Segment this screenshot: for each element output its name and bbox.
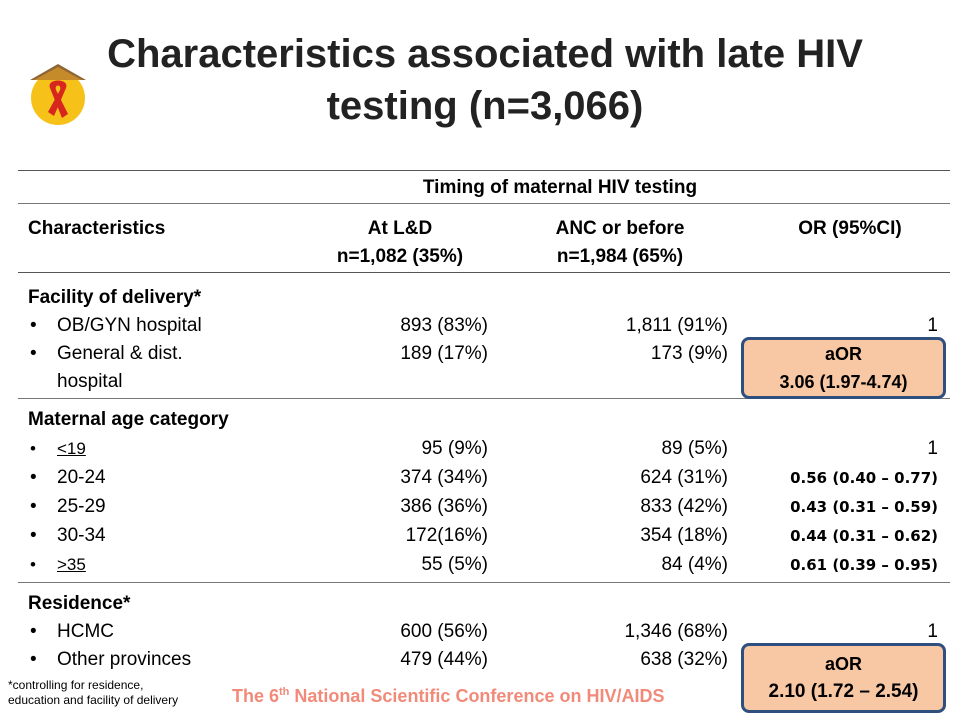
conference-pre: The 6 <box>232 686 280 706</box>
row-anc-age-25-29: 833 (42%) <box>640 496 728 517</box>
row-name-age-25-29: 25-29 <box>30 493 106 521</box>
row-or-obgyn: 1 <box>927 315 938 336</box>
conference-sup: th <box>279 686 290 698</box>
section-rule-2 <box>18 582 950 583</box>
row-ld-obgyn: 893 (83%) <box>400 315 488 336</box>
row-anc-hcmc: 1,346 (68%) <box>624 621 728 642</box>
col-header-ld-2: n=1,082 (35%) <box>336 246 464 267</box>
row-ld-age-30-34: 172(16%) <box>405 525 488 546</box>
slide-title: Characteristics associated with late HIV… <box>107 32 863 128</box>
row-name-other-provinces: Other provinces <box>30 646 191 674</box>
col-header-characteristics: Characteristics <box>28 218 166 239</box>
row-anc-general: 173 (9%) <box>650 343 728 364</box>
section-rule-1 <box>18 398 950 399</box>
row-name-general-cont: hospital <box>57 371 123 392</box>
col-header-or: OR (95%CI) <box>798 218 902 239</box>
row-name-age-20-24: 20-24 <box>30 464 106 492</box>
row-or-age-20-24: 0.56 (0.40 – 0.77) <box>790 469 938 487</box>
row-ld-general: 189 (17%) <box>400 343 488 364</box>
aor-value-facility: 3.06 (1.97-4.74) <box>779 372 908 392</box>
aor-label-facility: aOR <box>824 344 862 364</box>
row-anc-age-lt19: 89 (5%) <box>661 438 728 459</box>
conference-logo <box>30 64 86 125</box>
row-ld-age-gt35: 55 (5%) <box>421 554 488 575</box>
section-label-facility: Facility of delivery* <box>28 287 202 308</box>
row-name-general: General & dist. <box>30 340 183 368</box>
row-name-age-30-34: 30-34 <box>30 522 106 550</box>
col-header-anc-1: ANC or before <box>555 218 685 239</box>
row-or-age-25-29: 0.43 (0.31 – 0.59) <box>790 498 938 516</box>
col-header-ld-1: At L&D <box>367 218 433 239</box>
header-bottom-rule <box>18 272 950 273</box>
row-or-age-30-34: 0.44 (0.31 – 0.62) <box>790 527 938 545</box>
row-ld-hcmc: 600 (56%) <box>400 621 488 642</box>
row-ld-age-lt19: 95 (9%) <box>421 438 488 459</box>
row-ld-age-20-24: 374 (34%) <box>400 467 488 488</box>
row-name-obgyn: OB/GYN hospital <box>30 312 202 340</box>
aor-label-residence: aOR <box>824 654 862 674</box>
row-name-hcmc: HCMC <box>30 618 114 646</box>
footnote: *controlling for residence, education an… <box>8 678 178 708</box>
aor-box-residence: aOR 2.10 (1.72 – 2.54) <box>741 643 946 713</box>
footnote-line-2: education and facility of delivery <box>8 693 179 707</box>
row-or-age-gt35: 0.61 (0.39 – 0.95) <box>790 556 938 574</box>
row-anc-obgyn: 1,811 (91%) <box>625 315 728 336</box>
col-header-anc-2: n=1,984 (65%) <box>556 246 684 267</box>
row-or-hcmc: 1 <box>927 621 938 642</box>
table-top-rule <box>18 170 950 171</box>
group-header-rule <box>18 203 950 204</box>
conference-banner: The 6th National Scientific Conference o… <box>232 686 664 707</box>
row-anc-age-30-34: 354 (18%) <box>640 525 728 546</box>
section-label-age: Maternal age category <box>28 409 229 430</box>
group-header: Timing of maternal HIV testing <box>422 177 698 198</box>
row-or-age-lt19: 1 <box>927 438 938 459</box>
conference-post: National Scientific Conference on HIV/AI… <box>289 686 665 706</box>
section-label-residence: Residence* <box>28 593 131 614</box>
footnote-line-1: *controlling for residence, <box>8 678 144 692</box>
row-anc-age-gt35: 84 (4%) <box>661 554 728 575</box>
row-ld-other-provinces: 479 (44%) <box>400 649 488 670</box>
row-ld-age-25-29: 386 (36%) <box>400 496 488 517</box>
row-anc-other-provinces: 638 (32%) <box>640 649 728 670</box>
row-name-age-gt35: >35 <box>30 551 86 579</box>
row-anc-age-20-24: 624 (31%) <box>640 467 728 488</box>
aor-box-facility: aOR 3.06 (1.97-4.74) <box>741 337 946 399</box>
aor-value-residence: 2.10 (1.72 – 2.54) <box>768 681 919 702</box>
row-name-age-lt19: <19 <box>30 435 86 463</box>
